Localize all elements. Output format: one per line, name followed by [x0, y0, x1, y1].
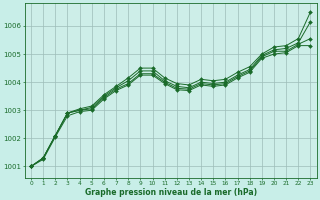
X-axis label: Graphe pression niveau de la mer (hPa): Graphe pression niveau de la mer (hPa)	[85, 188, 257, 197]
